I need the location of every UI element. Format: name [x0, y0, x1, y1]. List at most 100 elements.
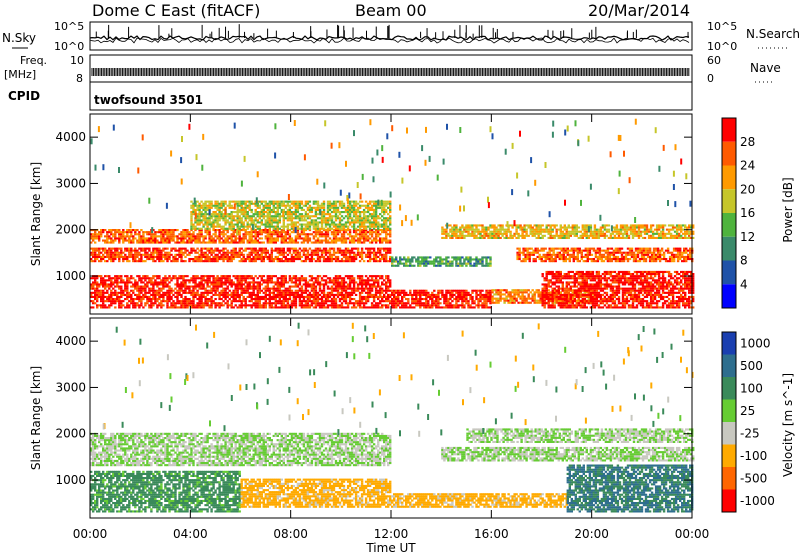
- heatmap-cell: [224, 289, 227, 292]
- heatmap-cell: [192, 300, 195, 303]
- heatmap-cell: [224, 258, 227, 261]
- heatmap-cell: [330, 258, 334, 261]
- heatmap-cell: [278, 233, 281, 236]
- heatmap-cell: [184, 287, 187, 290]
- heatmap-cell: [264, 211, 267, 214]
- heatmap-cell: [294, 281, 298, 284]
- heatmap-cell: [368, 258, 372, 261]
- heatmap-cell: [282, 279, 285, 282]
- heatmap-cell: [170, 302, 173, 305]
- heatmap-cell: [114, 289, 117, 292]
- heatmap-cell: [236, 275, 239, 278]
- heatmap-cell: [338, 223, 342, 226]
- heatmap-cell: [244, 277, 247, 280]
- heatmap-cell: [318, 306, 322, 309]
- heatmap-cell: [196, 289, 199, 292]
- heatmap-cell: [372, 260, 376, 263]
- heatmap-cell: [308, 206, 312, 209]
- heatmap-cell: [310, 302, 314, 305]
- heatmap-cell: [162, 235, 165, 238]
- heatmap-cell: [389, 255, 392, 258]
- heatmap-cell: [222, 275, 225, 278]
- heatmap-cell: [220, 277, 223, 280]
- heatmap-cell: [316, 227, 320, 230]
- heatmap-cell: [104, 291, 107, 294]
- heatmap-cell: [328, 304, 332, 307]
- freq-trace: [91, 68, 690, 76]
- heatmap-cell: [170, 277, 173, 280]
- heatmap-cell: [244, 206, 247, 209]
- heatmap-cell: [176, 289, 179, 292]
- heatmap-cell: [208, 237, 211, 240]
- heatmap-cell: [342, 260, 346, 263]
- heatmap-cell: [138, 306, 141, 309]
- heatmap-cell: [238, 255, 241, 258]
- heatmap-cell: [272, 200, 275, 203]
- heatmap-cell: [242, 249, 245, 252]
- heatmap-cell: [196, 215, 199, 218]
- heatmap-cell: [308, 229, 312, 232]
- heatmap-cell: [204, 211, 207, 214]
- heatmap-cell: [377, 251, 380, 254]
- heatmap-cell: [389, 251, 392, 254]
- heatmap-cell: [224, 221, 227, 224]
- heatmap-cell: [116, 298, 119, 301]
- heatmap-cell: [256, 291, 259, 294]
- heatmap-cell: [150, 253, 153, 256]
- heatmap-cell: [188, 298, 191, 301]
- heatmap-cell: [374, 260, 378, 263]
- heatmap-cell: [370, 285, 374, 288]
- heatmap-cell: [180, 235, 183, 238]
- heatmap-cell: [192, 211, 195, 214]
- heatmap-cell: [320, 289, 324, 292]
- heatmap-cell: [334, 211, 338, 214]
- heatmap-cell: [366, 235, 370, 238]
- heatmap-cell: [176, 249, 179, 252]
- heatmap-cell: [264, 202, 267, 205]
- heatmap-cell: [244, 289, 247, 292]
- heatmap-cell: [194, 306, 197, 309]
- heatmap-cell: [146, 302, 149, 305]
- heatmap-cell: [364, 300, 368, 303]
- heatmap-cell: [218, 235, 221, 238]
- freq-tick-top: 10: [70, 54, 84, 67]
- heatmap-cell: [134, 251, 137, 254]
- heatmap-cell: [294, 298, 298, 301]
- heatmap-cell: [278, 306, 281, 309]
- heatmap-cell: [204, 206, 207, 209]
- heatmap-cell: [240, 291, 243, 294]
- heatmap-cell: [264, 298, 267, 301]
- heatmap-cell: [336, 208, 340, 211]
- heatmap-cell: [324, 225, 328, 228]
- heatmap-cell: [210, 300, 213, 303]
- heatmap-cell: [254, 219, 257, 222]
- heatmap-cell: [370, 247, 374, 250]
- heatmap-cell: [387, 219, 390, 222]
- heatmap-cell: [152, 251, 155, 254]
- heatmap-cell: [120, 306, 123, 309]
- heatmap-cell: [156, 304, 159, 307]
- heatmap-cell: [306, 298, 310, 301]
- heatmap-cell: [389, 231, 392, 234]
- heatmap-cell: [304, 237, 308, 240]
- heatmap-cell: [397, 300, 400, 303]
- heatmap-cell: [216, 208, 219, 211]
- heatmap-cell: [208, 223, 211, 226]
- heatmap-cell: [284, 211, 287, 214]
- heatmap-cell: [254, 255, 257, 258]
- heatmap-cell: [106, 298, 109, 301]
- heatmap-cell: [292, 277, 296, 280]
- heatmap-cell: [409, 306, 412, 309]
- heatmap-cell: [124, 289, 127, 292]
- heatmap-cell: [120, 237, 123, 240]
- heatmap-cell: [154, 293, 157, 296]
- heatmap-cell: [312, 200, 316, 203]
- heatmap-cell: [324, 258, 328, 261]
- heatmap-cell: [190, 239, 193, 242]
- heatmap-cell: [344, 260, 348, 263]
- heatmap-cell: [216, 281, 219, 284]
- heatmap-cell: [184, 281, 187, 284]
- heatmap-cell: [230, 306, 233, 309]
- heatmap-cell: [264, 302, 267, 305]
- heatmap-cell: [415, 304, 418, 307]
